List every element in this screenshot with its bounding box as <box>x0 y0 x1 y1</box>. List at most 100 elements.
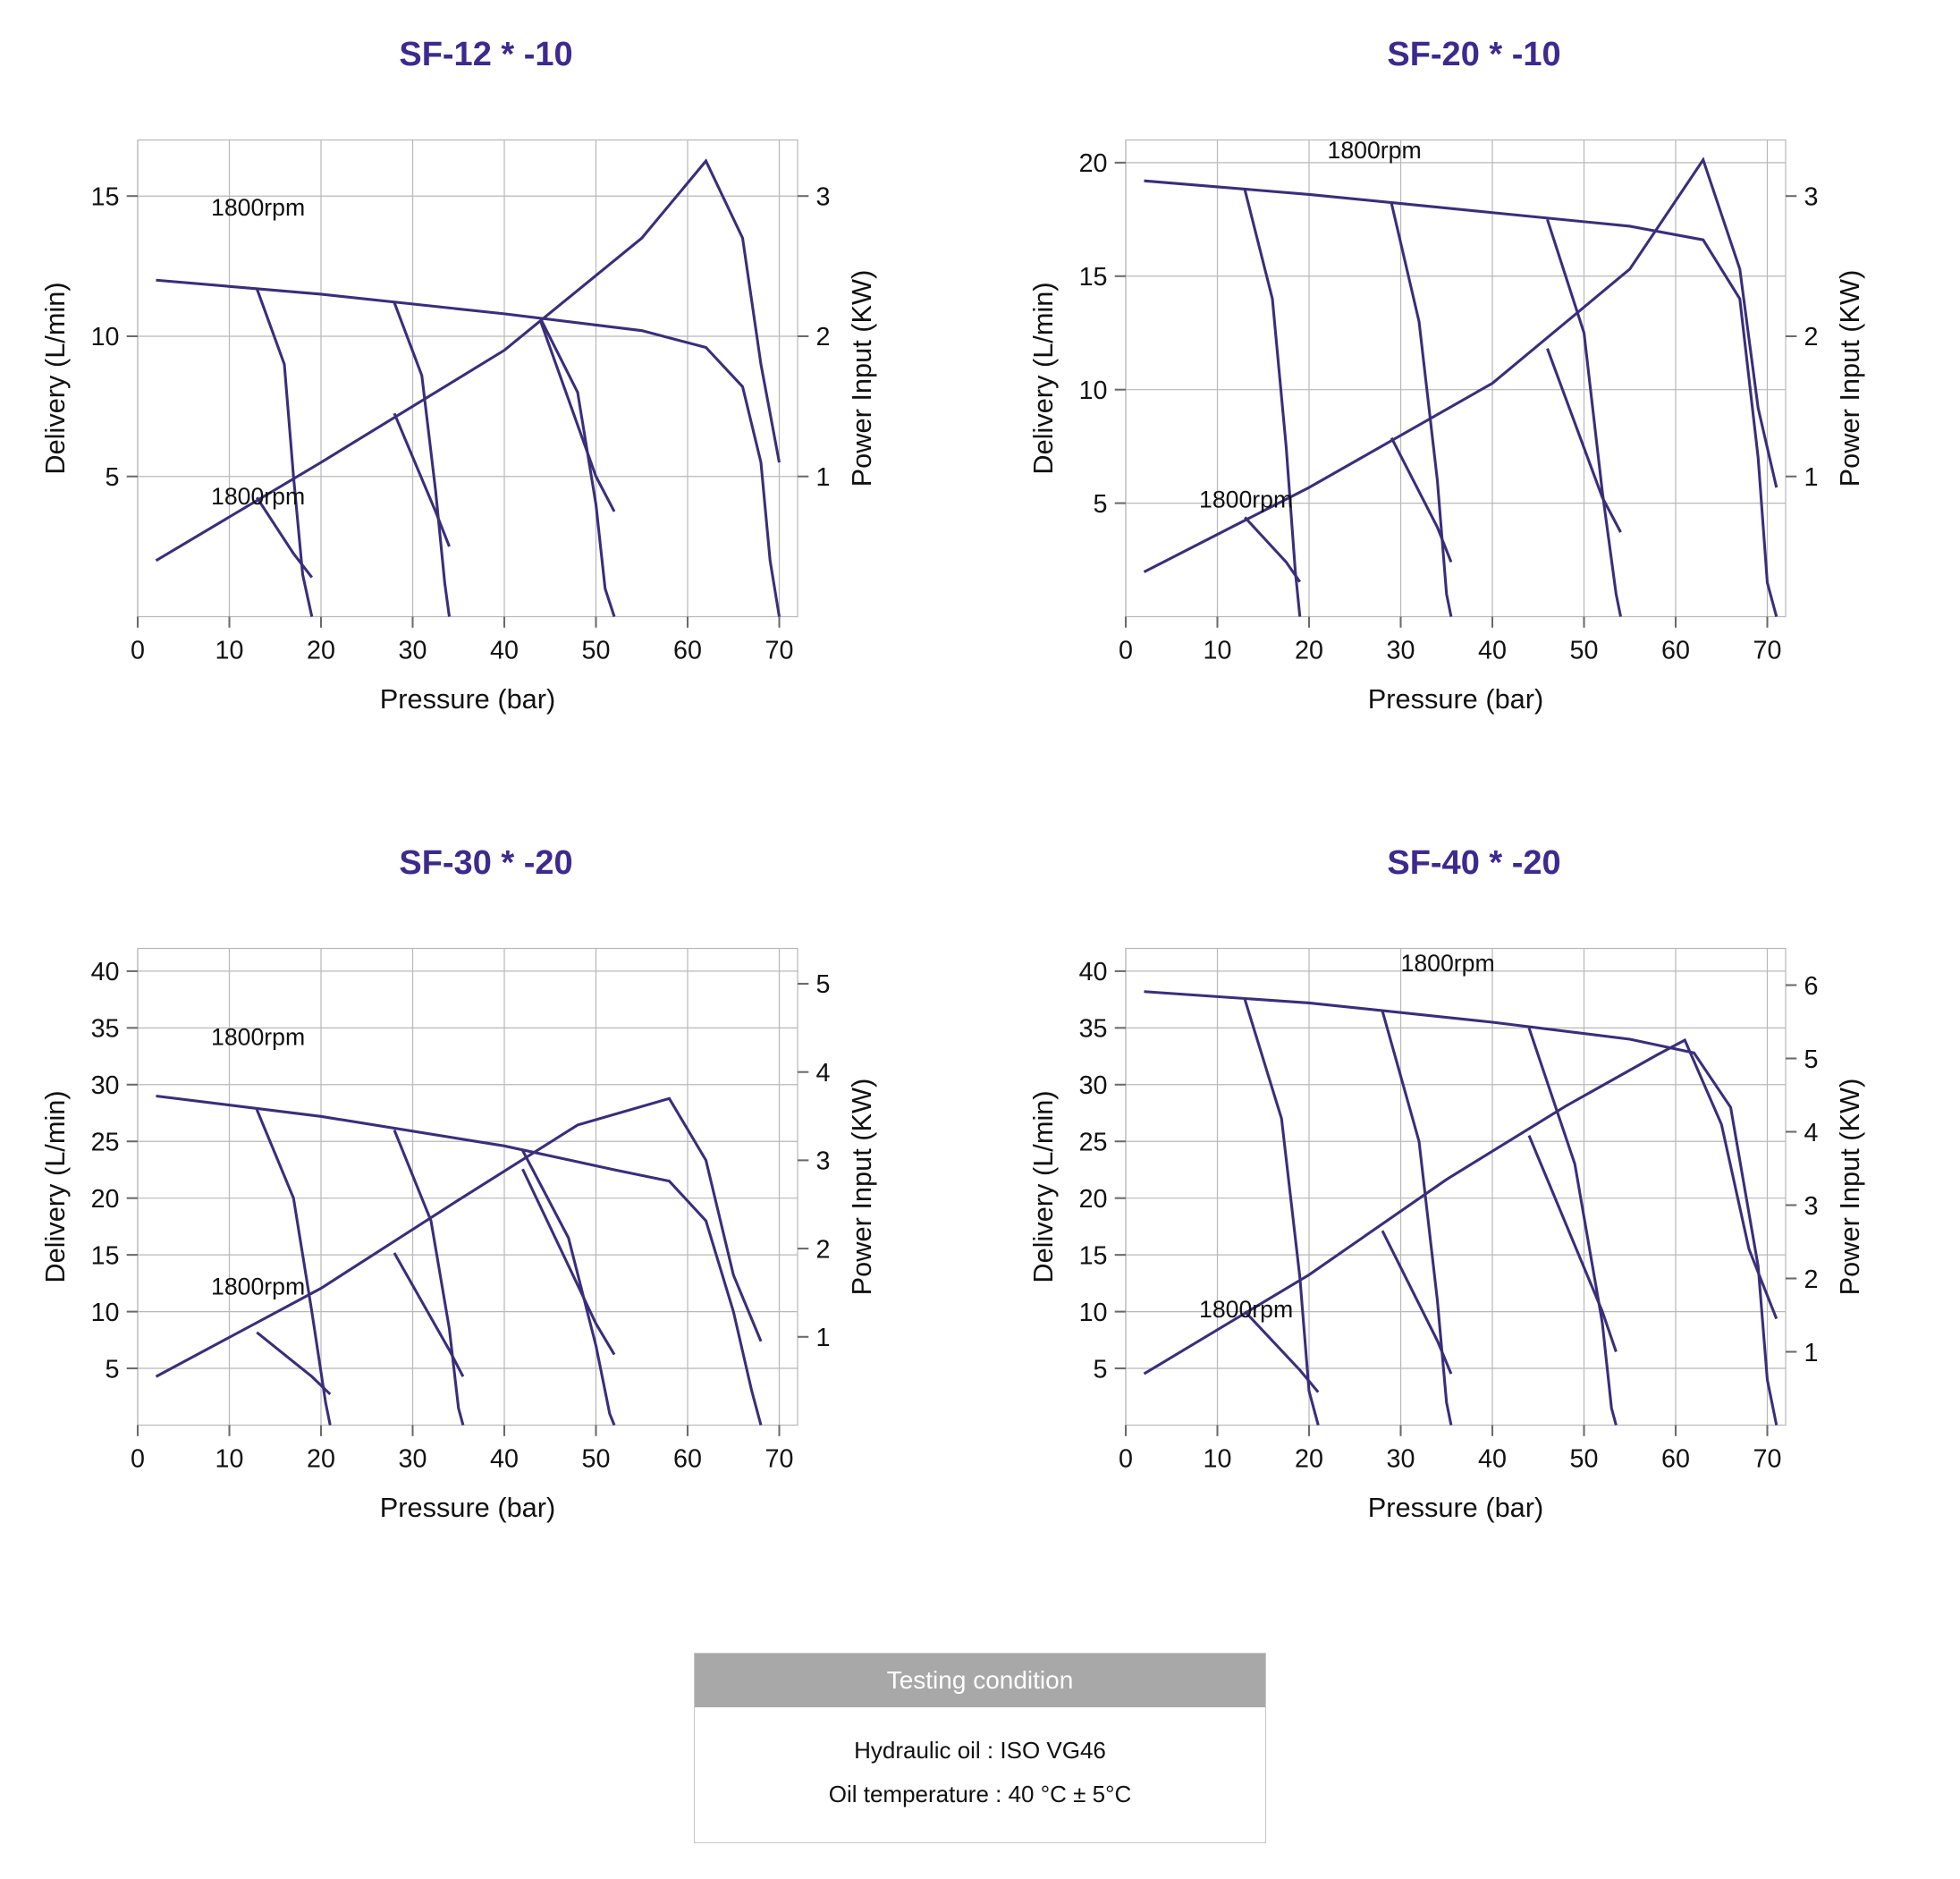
svg-text:35: 35 <box>91 1015 120 1044</box>
chart-title: SF-40 * -20 <box>1016 844 1932 883</box>
curves <box>156 161 780 616</box>
svg-text:20: 20 <box>1295 1445 1323 1474</box>
annotations: 1800rpm 1800rpm <box>211 1023 305 1299</box>
chart-svg: 010203040506070 51015 123 1800rpm1800rpm… <box>28 85 944 782</box>
chart-panel: SF-30 * -20 010203040506070 510152025303… <box>28 844 944 1590</box>
grid-lines <box>1126 949 1786 1426</box>
chart-panel: SF-40 * -20 010203040506070 510152025303… <box>1016 844 1932 1590</box>
svg-text:Pressure (bar): Pressure (bar) <box>380 683 556 715</box>
svg-text:50: 50 <box>1570 1445 1599 1474</box>
svg-text:20: 20 <box>307 1445 335 1474</box>
svg-text:10: 10 <box>1079 377 1108 405</box>
annotations: 1800rpm 1800rpm <box>1199 137 1422 513</box>
testing-condition-line1: Hydraulic oil : ISO VG46 <box>695 1729 1265 1773</box>
svg-text:5: 5 <box>1094 490 1108 519</box>
svg-text:0: 0 <box>131 637 145 665</box>
svg-text:15: 15 <box>91 1241 120 1270</box>
chart-svg: 010203040506070 5101520 123 1800rpm1800r… <box>1016 85 1932 782</box>
svg-text:3: 3 <box>1804 182 1819 211</box>
svg-text:20: 20 <box>1295 637 1323 665</box>
curves <box>1145 160 1777 617</box>
svg-text:Power Input (KW): Power Input (KW) <box>846 270 877 487</box>
svg-text:25: 25 <box>91 1128 120 1156</box>
svg-text:60: 60 <box>673 1445 702 1474</box>
svg-text:10: 10 <box>1204 637 1232 665</box>
svg-text:10: 10 <box>91 323 120 351</box>
chart-title: SF-20 * -10 <box>1016 36 1932 74</box>
testing-condition-body: Hydraulic oil : ISO VG46 Oil temperature… <box>695 1707 1265 1842</box>
svg-text:40: 40 <box>1478 637 1507 665</box>
svg-text:20: 20 <box>91 1185 120 1214</box>
svg-text:1800rpm: 1800rpm <box>1328 137 1422 164</box>
svg-text:Delivery (L/min): Delivery (L/min) <box>1027 1090 1059 1282</box>
svg-text:2: 2 <box>1804 1265 1819 1294</box>
x-ticks: 010203040506070 <box>1119 617 1781 665</box>
svg-text:1: 1 <box>816 463 831 492</box>
svg-text:4: 4 <box>1804 1119 1819 1147</box>
x-ticks: 010203040506070 <box>1119 1426 1781 1474</box>
svg-text:Delivery (L/min): Delivery (L/min) <box>1027 282 1059 474</box>
svg-text:5: 5 <box>816 970 831 999</box>
svg-text:20: 20 <box>1079 1185 1108 1214</box>
svg-text:60: 60 <box>1661 1445 1690 1474</box>
svg-text:70: 70 <box>1753 1445 1782 1474</box>
svg-text:3: 3 <box>816 1147 831 1176</box>
svg-text:2: 2 <box>1804 323 1819 351</box>
svg-text:Pressure (bar): Pressure (bar) <box>1368 683 1544 715</box>
svg-text:5: 5 <box>1094 1355 1108 1384</box>
svg-text:1800rpm: 1800rpm <box>1199 487 1293 513</box>
svg-text:50: 50 <box>582 1445 611 1474</box>
svg-text:3: 3 <box>816 182 831 211</box>
y1-ticks: 5101520 <box>1079 149 1126 519</box>
y2-ticks: 12345 <box>798 970 831 1352</box>
svg-text:70: 70 <box>765 1445 794 1474</box>
svg-text:10: 10 <box>215 637 244 665</box>
grid-lines <box>1126 140 1786 617</box>
svg-text:5: 5 <box>106 463 120 492</box>
svg-text:70: 70 <box>1753 637 1782 665</box>
svg-text:35: 35 <box>1079 1015 1108 1044</box>
testing-condition-box: Testing condition Hydraulic oil : ISO VG… <box>694 1653 1266 1843</box>
svg-text:30: 30 <box>91 1071 120 1100</box>
y2-ticks: 1 2 3 <box>1786 182 1818 492</box>
svg-text:40: 40 <box>490 1445 519 1474</box>
svg-text:1800rpm: 1800rpm <box>211 1274 305 1300</box>
svg-text:Delivery (L/min): Delivery (L/min) <box>39 1090 71 1282</box>
svg-text:6: 6 <box>1804 972 1819 1001</box>
svg-text:60: 60 <box>1661 637 1690 665</box>
svg-text:70: 70 <box>765 637 794 665</box>
svg-text:Power Input (KW): Power Input (KW) <box>846 1079 877 1296</box>
chart-svg: 010203040506070 510152025303540 12345 18… <box>28 893 944 1590</box>
chart-title: SF-30 * -20 <box>28 844 944 883</box>
svg-text:25: 25 <box>1079 1128 1108 1156</box>
charts-grid: SF-12 * -10 010203040506070 51015 123 18… <box>28 36 1932 1590</box>
svg-text:40: 40 <box>1079 958 1108 986</box>
y1-ticks: 510152025303540 <box>91 958 138 1384</box>
svg-text:3: 3 <box>1804 1192 1819 1221</box>
svg-text:1: 1 <box>1804 463 1819 492</box>
svg-text:0: 0 <box>131 1445 145 1474</box>
svg-text:1800rpm: 1800rpm <box>211 194 305 221</box>
chart-panel: SF-12 * -10 010203040506070 51015 123 18… <box>28 36 944 782</box>
testing-condition-header: Testing condition <box>695 1654 1265 1707</box>
svg-text:50: 50 <box>1570 637 1599 665</box>
y2-ticks: 123456 <box>1786 972 1819 1367</box>
svg-text:30: 30 <box>399 637 427 665</box>
svg-text:10: 10 <box>215 1445 244 1474</box>
x-ticks: 010203040506070 <box>131 1426 793 1474</box>
svg-text:15: 15 <box>91 182 120 211</box>
y1-ticks: 510152025303540 <box>1079 958 1126 1384</box>
svg-text:Pressure (bar): Pressure (bar) <box>1368 1492 1544 1523</box>
svg-text:1800rpm: 1800rpm <box>211 1023 305 1050</box>
svg-text:20: 20 <box>1079 149 1108 178</box>
svg-text:1800rpm: 1800rpm <box>1199 1296 1293 1323</box>
svg-text:1800rpm: 1800rpm <box>211 483 305 510</box>
svg-text:4: 4 <box>816 1059 831 1088</box>
svg-text:0: 0 <box>1119 637 1133 665</box>
svg-text:Delivery (L/min): Delivery (L/min) <box>39 282 71 474</box>
annotations: 1800rpm 1800rpm <box>211 194 305 510</box>
svg-text:Power Input (KW): Power Input (KW) <box>1834 270 1865 487</box>
svg-text:Power Input (KW): Power Input (KW) <box>1834 1079 1865 1296</box>
svg-text:40: 40 <box>490 637 519 665</box>
svg-text:30: 30 <box>1079 1071 1108 1100</box>
